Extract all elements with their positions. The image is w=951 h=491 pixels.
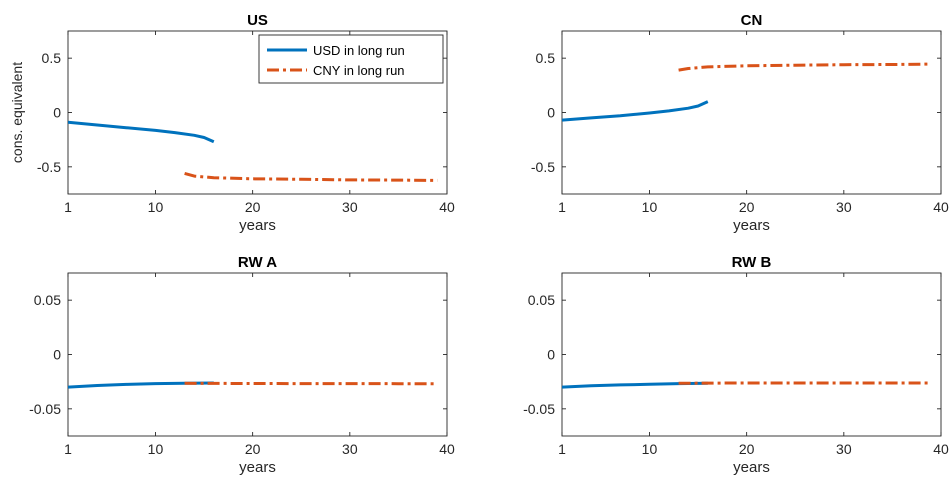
axes-box — [562, 273, 941, 436]
y-tick-label: 0 — [53, 105, 61, 121]
x-tick-label: 30 — [836, 199, 852, 215]
x-tick-label: 30 — [342, 441, 358, 457]
subplot-title: RW A — [238, 254, 277, 271]
y-axis-label: cons. equivalent — [9, 62, 25, 163]
y-tick-label: -0.05 — [29, 401, 61, 417]
axes-box — [68, 273, 447, 436]
subplot-title: US — [247, 12, 268, 29]
x-axis-label: years — [733, 459, 770, 476]
x-tick-label: 20 — [739, 199, 755, 215]
x-tick-label: 40 — [439, 441, 455, 457]
x-tick-label: 10 — [642, 441, 658, 457]
x-axis-label: years — [239, 217, 276, 234]
x-tick-label: 40 — [933, 441, 949, 457]
x-tick-label: 10 — [148, 199, 164, 215]
x-tick-label: 10 — [642, 199, 658, 215]
x-tick-label: 1 — [558, 199, 566, 215]
subplot-title: RW B — [732, 254, 772, 271]
x-tick-label: 20 — [245, 199, 261, 215]
y-tick-label: -0.5 — [37, 159, 61, 175]
x-tick-label: 40 — [933, 199, 949, 215]
y-tick-label: 0 — [547, 347, 555, 363]
y-tick-label: 0.05 — [528, 292, 555, 308]
y-tick-label: -0.5 — [531, 159, 555, 175]
subplot-title: CN — [741, 12, 763, 29]
y-tick-label: 0.5 — [536, 50, 556, 66]
y-tick-label: -0.05 — [523, 401, 555, 417]
x-axis-label: years — [239, 459, 276, 476]
axes-box — [562, 31, 941, 194]
x-tick-label: 1 — [558, 441, 566, 457]
x-tick-label: 30 — [342, 199, 358, 215]
x-tick-label: 1 — [64, 199, 72, 215]
x-tick-label: 20 — [245, 441, 261, 457]
x-tick-label: 1 — [64, 441, 72, 457]
x-tick-label: 20 — [739, 441, 755, 457]
y-tick-label: 0.5 — [42, 50, 62, 66]
x-tick-label: 10 — [148, 441, 164, 457]
legend-label: USD in long run — [313, 43, 405, 58]
x-tick-label: 40 — [439, 199, 455, 215]
y-tick-label: 0 — [547, 105, 555, 121]
legend: USD in long run CNY in long run — [259, 35, 443, 83]
x-tick-label: 30 — [836, 441, 852, 457]
legend-label: CNY in long run — [313, 63, 405, 78]
y-tick-label: 0.05 — [34, 292, 61, 308]
y-tick-label: 0 — [53, 347, 61, 363]
x-axis-label: years — [733, 217, 770, 234]
